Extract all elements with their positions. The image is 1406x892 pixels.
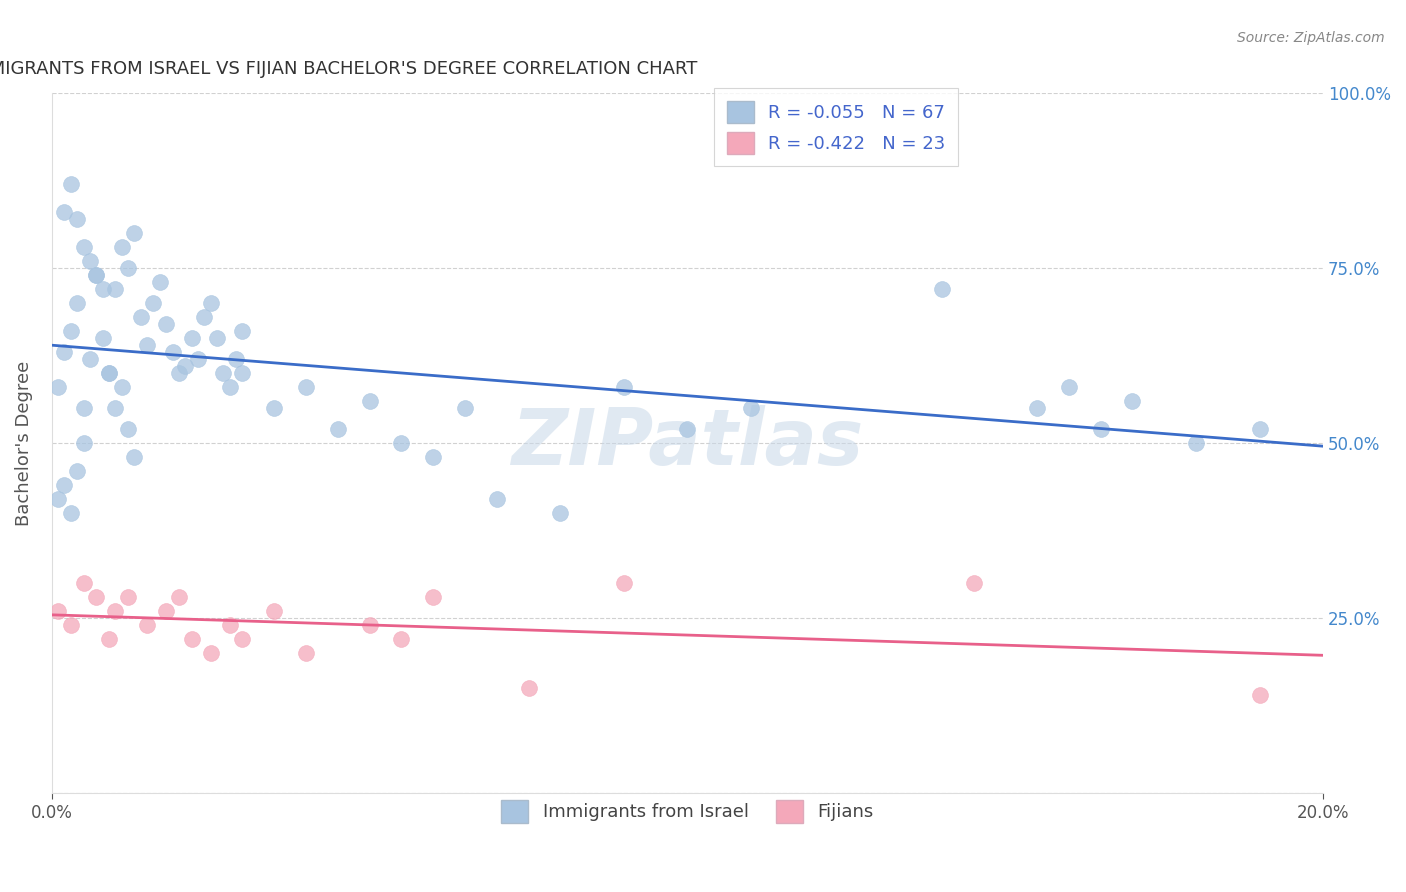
Point: [72, 240, 94, 254]
Point: [931, 282, 953, 296]
Point: [59, 618, 82, 632]
Point: [142, 296, 165, 310]
Point: [97, 366, 120, 380]
Point: [1249, 422, 1271, 436]
Point: [740, 401, 762, 416]
Point: [155, 604, 177, 618]
Point: [454, 401, 477, 416]
Point: [1090, 422, 1112, 436]
Point: [79, 352, 101, 367]
Point: [46, 380, 69, 394]
Point: [149, 275, 172, 289]
Point: [117, 591, 139, 605]
Point: [66, 464, 89, 478]
Legend: Immigrants from Israel, Fijians: Immigrants from Israel, Fijians: [491, 789, 884, 833]
Point: [72, 576, 94, 591]
Point: [66, 212, 89, 227]
Point: [155, 317, 177, 331]
Point: [187, 352, 209, 367]
Point: [167, 366, 190, 380]
Point: [422, 450, 444, 465]
Point: [59, 177, 82, 191]
Point: [46, 604, 69, 618]
Point: [218, 618, 240, 632]
Point: [231, 366, 253, 380]
Point: [205, 331, 228, 345]
Text: ZIPatlas: ZIPatlas: [512, 405, 863, 481]
Point: [91, 282, 114, 296]
Point: [84, 268, 107, 282]
Point: [613, 576, 636, 591]
Point: [104, 401, 127, 416]
Point: [263, 401, 285, 416]
Point: [422, 591, 444, 605]
Point: [200, 296, 222, 310]
Point: [517, 681, 540, 696]
Point: [79, 254, 101, 268]
Point: [72, 401, 94, 416]
Y-axis label: Bachelor's Degree: Bachelor's Degree: [15, 360, 32, 525]
Point: [200, 646, 222, 660]
Point: [59, 506, 82, 520]
Point: [124, 450, 146, 465]
Point: [212, 366, 235, 380]
Point: [295, 646, 318, 660]
Point: [97, 366, 120, 380]
Point: [59, 324, 82, 338]
Point: [485, 492, 508, 507]
Point: [1026, 401, 1049, 416]
Point: [1185, 436, 1208, 450]
Point: [389, 436, 412, 450]
Point: [53, 345, 76, 359]
Point: [180, 632, 202, 647]
Point: [84, 268, 107, 282]
Point: [225, 352, 247, 367]
Point: [676, 422, 699, 436]
Point: [550, 506, 572, 520]
Point: [1057, 380, 1080, 394]
Point: [104, 282, 127, 296]
Point: [136, 618, 159, 632]
Point: [174, 359, 197, 373]
Point: [1121, 394, 1143, 409]
Point: [218, 380, 240, 394]
Point: [180, 331, 202, 345]
Point: [326, 422, 349, 436]
Text: IMMIGRANTS FROM ISRAEL VS FIJIAN BACHELOR'S DEGREE CORRELATION CHART: IMMIGRANTS FROM ISRAEL VS FIJIAN BACHELO…: [0, 60, 697, 78]
Point: [162, 345, 184, 359]
Point: [104, 604, 127, 618]
Point: [91, 331, 114, 345]
Point: [962, 576, 984, 591]
Point: [53, 478, 76, 492]
Point: [1249, 688, 1271, 702]
Point: [167, 591, 190, 605]
Point: [359, 618, 381, 632]
Point: [231, 632, 253, 647]
Point: [84, 591, 107, 605]
Point: [129, 310, 152, 325]
Point: [46, 492, 69, 507]
Point: [66, 296, 89, 310]
Point: [117, 422, 139, 436]
Point: [124, 226, 146, 240]
Point: [295, 380, 318, 394]
Point: [111, 240, 134, 254]
Point: [263, 604, 285, 618]
Point: [53, 205, 76, 219]
Point: [389, 632, 412, 647]
Point: [136, 338, 159, 352]
Point: [613, 380, 636, 394]
Point: [193, 310, 215, 325]
Point: [117, 261, 139, 276]
Point: [231, 324, 253, 338]
Point: [72, 436, 94, 450]
Point: [111, 380, 134, 394]
Point: [97, 632, 120, 647]
Point: [359, 394, 381, 409]
Text: Source: ZipAtlas.com: Source: ZipAtlas.com: [1237, 31, 1385, 45]
